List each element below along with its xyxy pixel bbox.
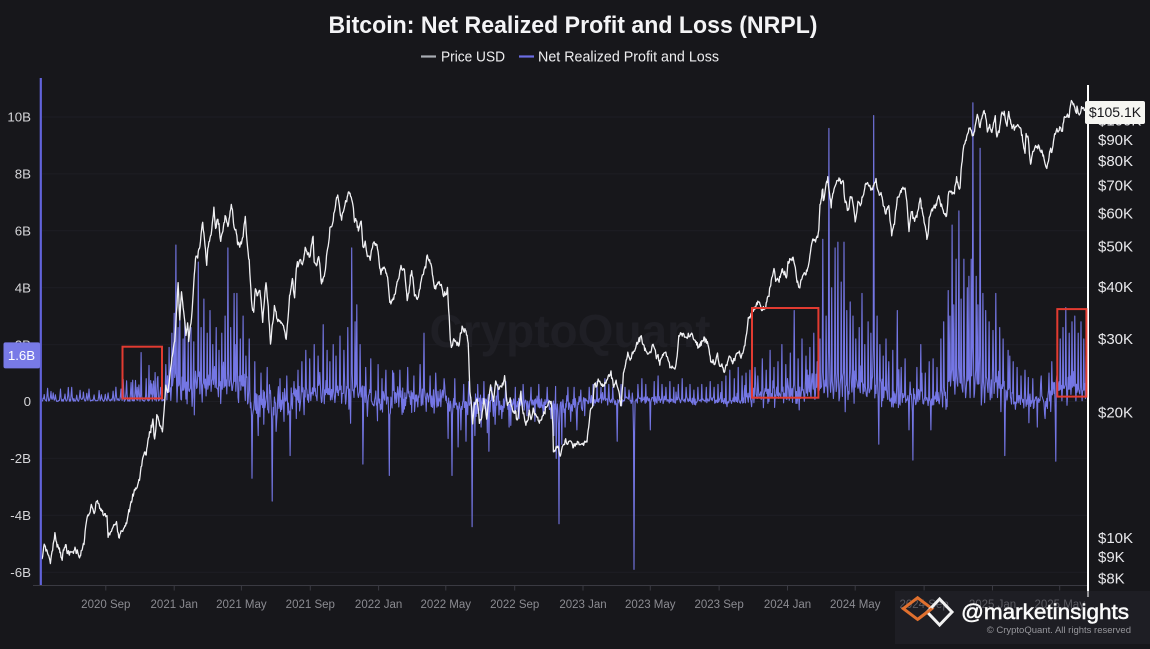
svg-text:10B: 10B <box>7 110 31 125</box>
svg-text:2020 Sep: 2020 Sep <box>81 599 130 611</box>
svg-text:CryptoQuant: CryptoQuant <box>429 305 710 357</box>
svg-text:2021 Jan: 2021 Jan <box>151 599 198 611</box>
svg-text:Price USD: Price USD <box>441 49 505 66</box>
svg-text:$10K: $10K <box>1098 530 1133 547</box>
svg-text:2022 May: 2022 May <box>421 599 472 611</box>
svg-text:-6B: -6B <box>10 565 31 580</box>
svg-text:-2B: -2B <box>10 451 31 466</box>
svg-text:2022 Sep: 2022 Sep <box>490 599 539 611</box>
svg-text:2023 Sep: 2023 Sep <box>694 599 743 611</box>
svg-text:4B: 4B <box>15 280 31 295</box>
svg-text:1.6B: 1.6B <box>8 348 35 363</box>
svg-text:$90K: $90K <box>1098 132 1133 149</box>
svg-text:0: 0 <box>24 394 31 409</box>
svg-text:Net Realized Profit and Loss: Net Realized Profit and Loss <box>538 49 719 66</box>
svg-text:$30K: $30K <box>1098 331 1133 348</box>
svg-text:8B: 8B <box>15 167 31 182</box>
svg-text:2022 Jan: 2022 Jan <box>355 599 402 611</box>
svg-text:-4B: -4B <box>10 508 31 523</box>
svg-text:$80K: $80K <box>1098 153 1133 170</box>
svg-text:$20K: $20K <box>1098 404 1133 421</box>
svg-text:$9K: $9K <box>1098 549 1125 566</box>
svg-text:$60K: $60K <box>1098 205 1133 222</box>
svg-text:2023 May: 2023 May <box>625 599 676 611</box>
svg-text:2021 May: 2021 May <box>216 599 267 611</box>
svg-text:$40K: $40K <box>1098 279 1133 296</box>
svg-text:@marketinsights: @marketinsights <box>961 600 1129 624</box>
svg-text:$50K: $50K <box>1098 238 1133 255</box>
svg-text:$105.1K: $105.1K <box>1089 104 1142 120</box>
svg-text:2023 Jan: 2023 Jan <box>559 599 606 611</box>
svg-text:Bitcoin: Net Realized Profit a: Bitcoin: Net Realized Profit and Loss (N… <box>329 12 818 39</box>
svg-text:2024 May: 2024 May <box>830 599 881 611</box>
svg-text:$8K: $8K <box>1098 570 1125 587</box>
svg-text:2021 Sep: 2021 Sep <box>286 599 335 611</box>
svg-text:2024 Jan: 2024 Jan <box>764 599 811 611</box>
svg-text:$70K: $70K <box>1098 177 1133 194</box>
svg-text:© CryptoQuant. All rights rese: © CryptoQuant. All rights reserved <box>987 625 1131 636</box>
svg-text:6B: 6B <box>15 224 31 239</box>
